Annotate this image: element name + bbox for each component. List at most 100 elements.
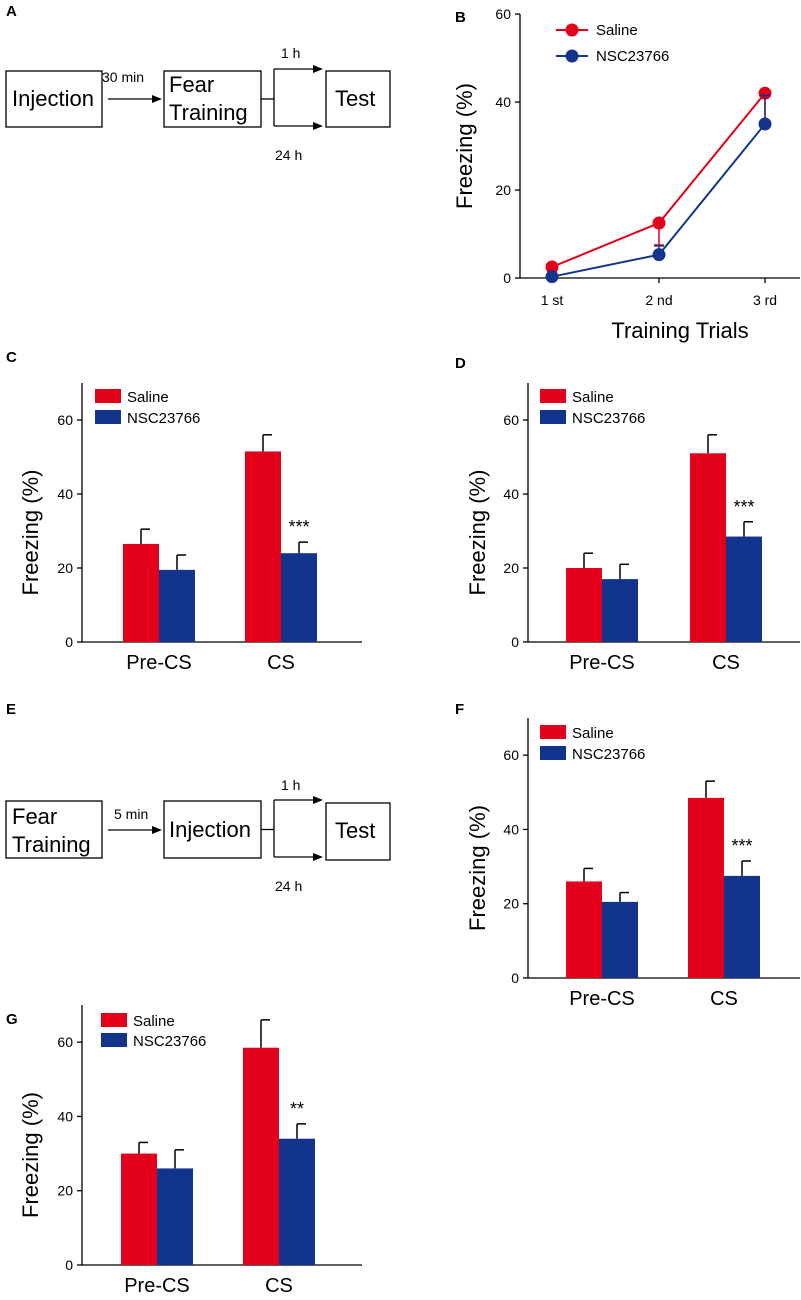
step-box-3-label: Test [335,818,375,843]
arrow-head-icon [313,65,323,73]
chart-b: 0 20 40 60 Freezing (%) 1 st 2 nd 3 rd Training … [452,6,800,343]
panel-letter-c: C [6,349,17,366]
y-tick-label: 40 [495,94,511,110]
interval-label: 5 min [114,806,148,822]
data-point [545,270,559,284]
step-box-3 [325,70,391,128]
y-tick-label: 20 [57,1183,73,1199]
category-label: CS [265,1275,293,1297]
panel-letter-a: A [6,3,17,20]
legend-swatch [101,1013,127,1027]
step-box-1-label: Injection [12,86,94,111]
bar [726,536,762,642]
y-tick-label: 40 [57,486,73,502]
legend-swatch [540,746,566,760]
y-tick-label: 40 [503,821,519,837]
bar [688,797,724,978]
bar [159,569,195,642]
arrow-head-icon [313,796,323,804]
arrow-head-icon [313,853,323,861]
category-label: CS [712,652,740,674]
branch-24h-label: 24 h [275,878,302,894]
significance-marker: *** [731,836,752,856]
legend-swatch [540,410,566,424]
legend-label: NSC23766 [572,746,645,763]
significance-marker: ** [290,1099,304,1119]
y-tick-label: 40 [57,1108,73,1124]
y-tick-label: 40 [503,486,519,502]
chart-c: 0 20 40 60 Freezing (%) Pre-CS *** CS Saline NSC2… [18,383,362,674]
x-tick-label: 2 nd [645,292,672,308]
y-tick-label: 60 [57,1034,73,1050]
y-tick-label: 20 [495,182,511,198]
branch-24h-label: 24 h [275,147,302,163]
data-point [652,248,666,262]
y-tick-label: 60 [57,412,73,428]
step-box-3-label: Test [335,86,375,111]
bar [245,451,281,642]
legend-marker [565,23,579,37]
category-label: Pre-CS [126,652,192,674]
legend-swatch [95,389,121,403]
y-tick-label: 0 [65,1257,73,1273]
x-axis-label: Training Trials [611,318,748,343]
y-axis-label: Freezing (%) [465,805,490,931]
bar [281,553,317,642]
significance-marker: *** [288,517,309,537]
chart-g: 0 20 40 60 Freezing (%) Pre-CS ** CS Saline NSC23… [18,1005,362,1297]
legend-swatch [540,725,566,739]
category-label: CS [267,652,295,674]
data-point [758,86,772,100]
y-axis-label: Freezing (%) [452,83,477,209]
y-axis-label: Freezing (%) [18,1092,43,1218]
y-tick-label: 20 [503,896,519,912]
arrow-head-icon [152,826,162,834]
panel-letter-f: F [455,701,464,718]
arrow-head-icon [152,95,162,103]
data-point [545,260,559,274]
branch-1h-label: 1 h [281,777,300,793]
panel-letter-g: G [6,1011,18,1028]
legend-marker [565,49,579,63]
legend-swatch [95,410,121,424]
x-tick-label: 3 rd [753,292,777,308]
y-tick-label: 20 [57,560,73,576]
legend-label: NSC23766 [596,48,669,65]
panel-letter-d: D [455,355,466,372]
bar [243,1047,279,1265]
step-box-3 [325,802,391,861]
legend-label: NSC23766 [572,410,645,427]
category-label: Pre-CS [569,988,635,1010]
legend-label: Saline [127,389,169,406]
branch-1h-label: 1 h [281,45,300,61]
bar [602,579,638,642]
bar [566,881,602,978]
bar [690,453,726,642]
step-box-2-label: Injection [169,817,251,842]
legend-label: Saline [572,725,614,742]
y-tick-label: 60 [495,6,511,22]
y-tick-label: 0 [511,634,519,650]
bar [279,1138,315,1265]
bar [602,901,638,978]
bar [121,1153,157,1265]
panel-letter-b: B [455,9,466,26]
step-box-1-label: Fear [12,804,57,829]
legend-label: Saline [572,389,614,406]
interval-label: 30 min [102,69,144,85]
category-label: Pre-CS [124,1275,190,1297]
legend-label: Saline [596,22,638,39]
y-tick-label: 60 [503,747,519,763]
data-point [652,216,666,230]
y-tick-label: 0 [503,270,511,286]
step-box-2 [163,70,262,128]
y-tick-label: 20 [503,560,519,576]
significance-marker: *** [733,497,754,517]
bar [157,1168,193,1265]
y-tick-label: 0 [65,634,73,650]
category-label: Pre-CS [569,652,635,674]
step-box-2 [163,800,262,859]
step-box-1 [5,70,103,128]
bar [724,875,760,978]
